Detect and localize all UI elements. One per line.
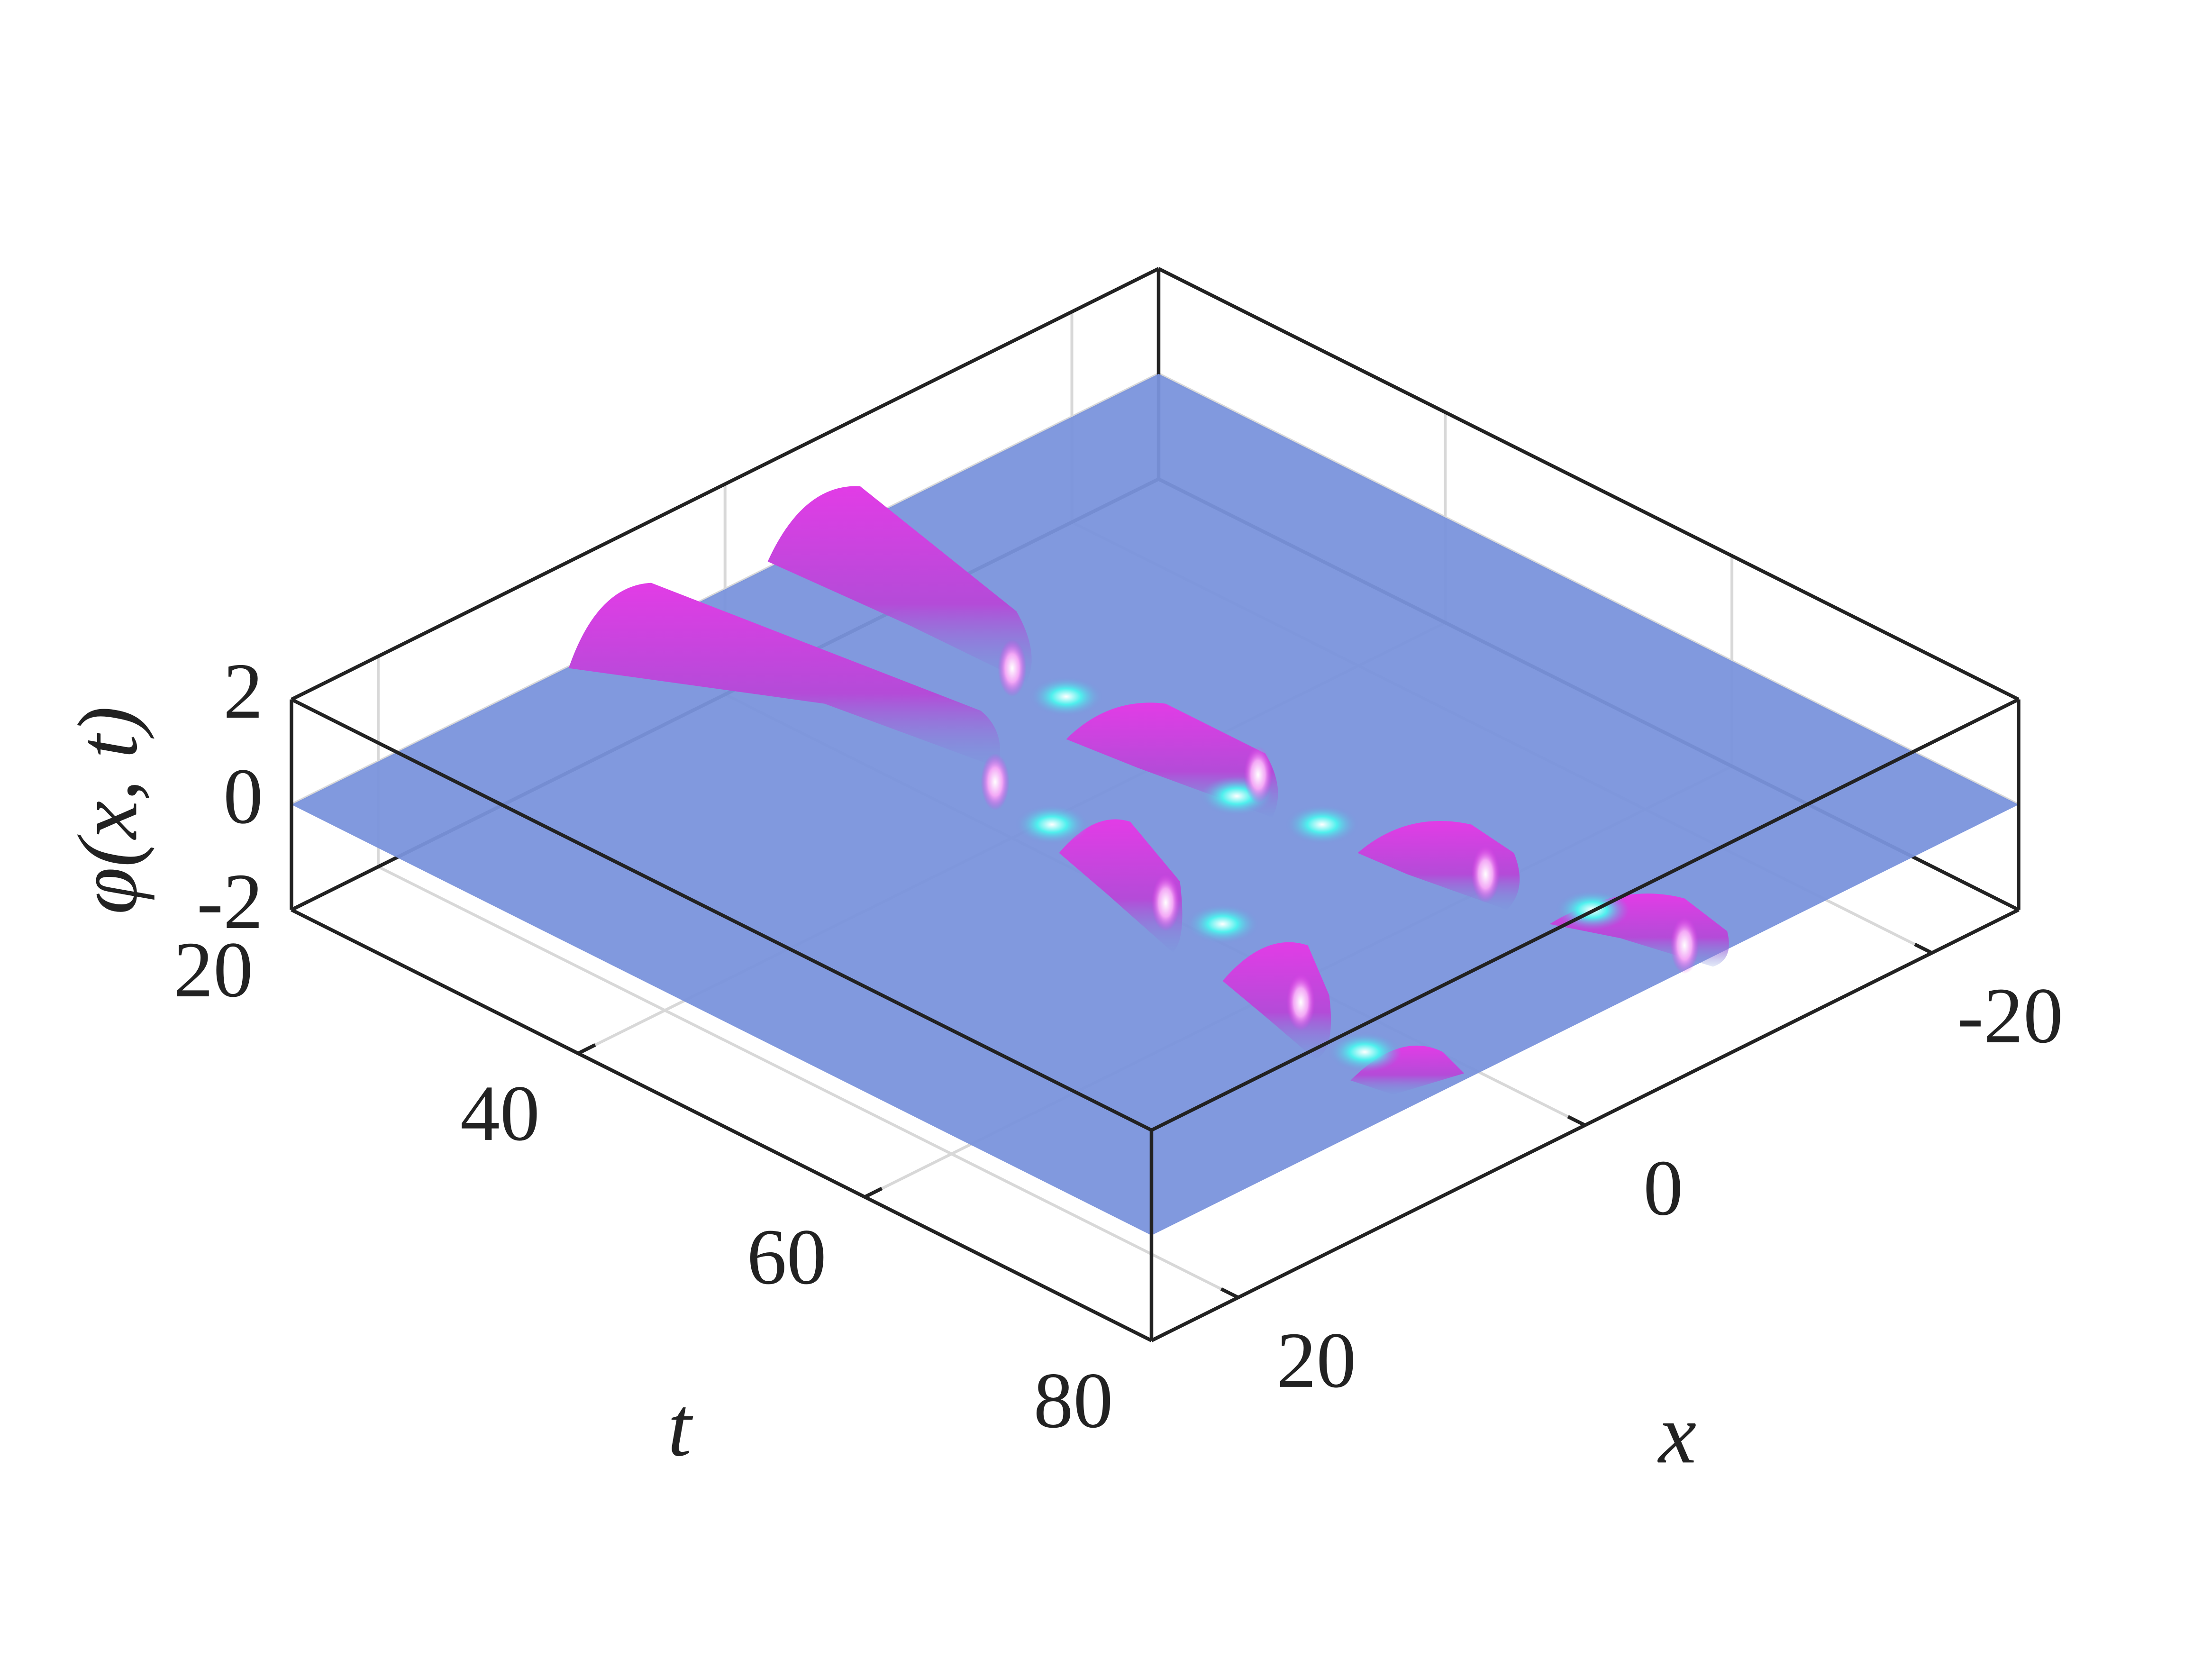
surface-highlight (1670, 917, 1699, 974)
z-axis-title: φ(x, t) (60, 706, 155, 914)
box-edge (1157, 267, 2020, 701)
t-tick-label: 60 (747, 1213, 827, 1301)
z-tick-label: 2 (223, 647, 263, 735)
surface-highlight (1151, 874, 1180, 931)
x-axis-title: x (1657, 1386, 1696, 1481)
tick-mark (1150, 1330, 1170, 1342)
surface-highlight (998, 639, 1027, 697)
soliton-ridge (568, 583, 1001, 768)
surface-highlight (1286, 974, 1315, 1031)
t-tick-label: 80 (1034, 1357, 1113, 1445)
x-tick-label: 0 (1643, 1144, 1683, 1232)
surface-highlight (1244, 746, 1273, 803)
surface-highlight (1185, 904, 1260, 944)
z-tick-label: 0 (223, 752, 263, 840)
t-axis-title: t (668, 1379, 693, 1474)
box-edge (1150, 698, 2020, 1132)
surface-highlight (1328, 1032, 1402, 1072)
surface-highlight (981, 753, 1010, 811)
soliton-ridge (767, 486, 1032, 683)
t-tick-label: 20 (173, 926, 253, 1014)
surface-highlight (1471, 846, 1500, 903)
surface-highlight (1015, 804, 1089, 845)
tick-mark (291, 900, 309, 912)
x-tick-label: -20 (1957, 972, 2063, 1060)
box-edge (291, 698, 1153, 1132)
tick-mark (577, 1043, 596, 1055)
surface-highlight (1029, 676, 1103, 717)
tick-mark (1914, 942, 1933, 955)
tick-mark (1220, 1287, 1239, 1299)
surface (291, 374, 2019, 1236)
box-edge (291, 908, 1153, 1342)
z-tick-label: -2 (197, 857, 263, 946)
tick-mark (864, 1186, 883, 1199)
x-tick-label: 20 (1276, 1316, 1356, 1404)
surface-highlight (1285, 804, 1359, 845)
surface-plane (291, 374, 2019, 1236)
tick-mark (1567, 1115, 1586, 1127)
t-tick-label: 40 (460, 1069, 540, 1158)
soliton-ridge (1059, 819, 1183, 953)
box-edge (291, 267, 1160, 701)
